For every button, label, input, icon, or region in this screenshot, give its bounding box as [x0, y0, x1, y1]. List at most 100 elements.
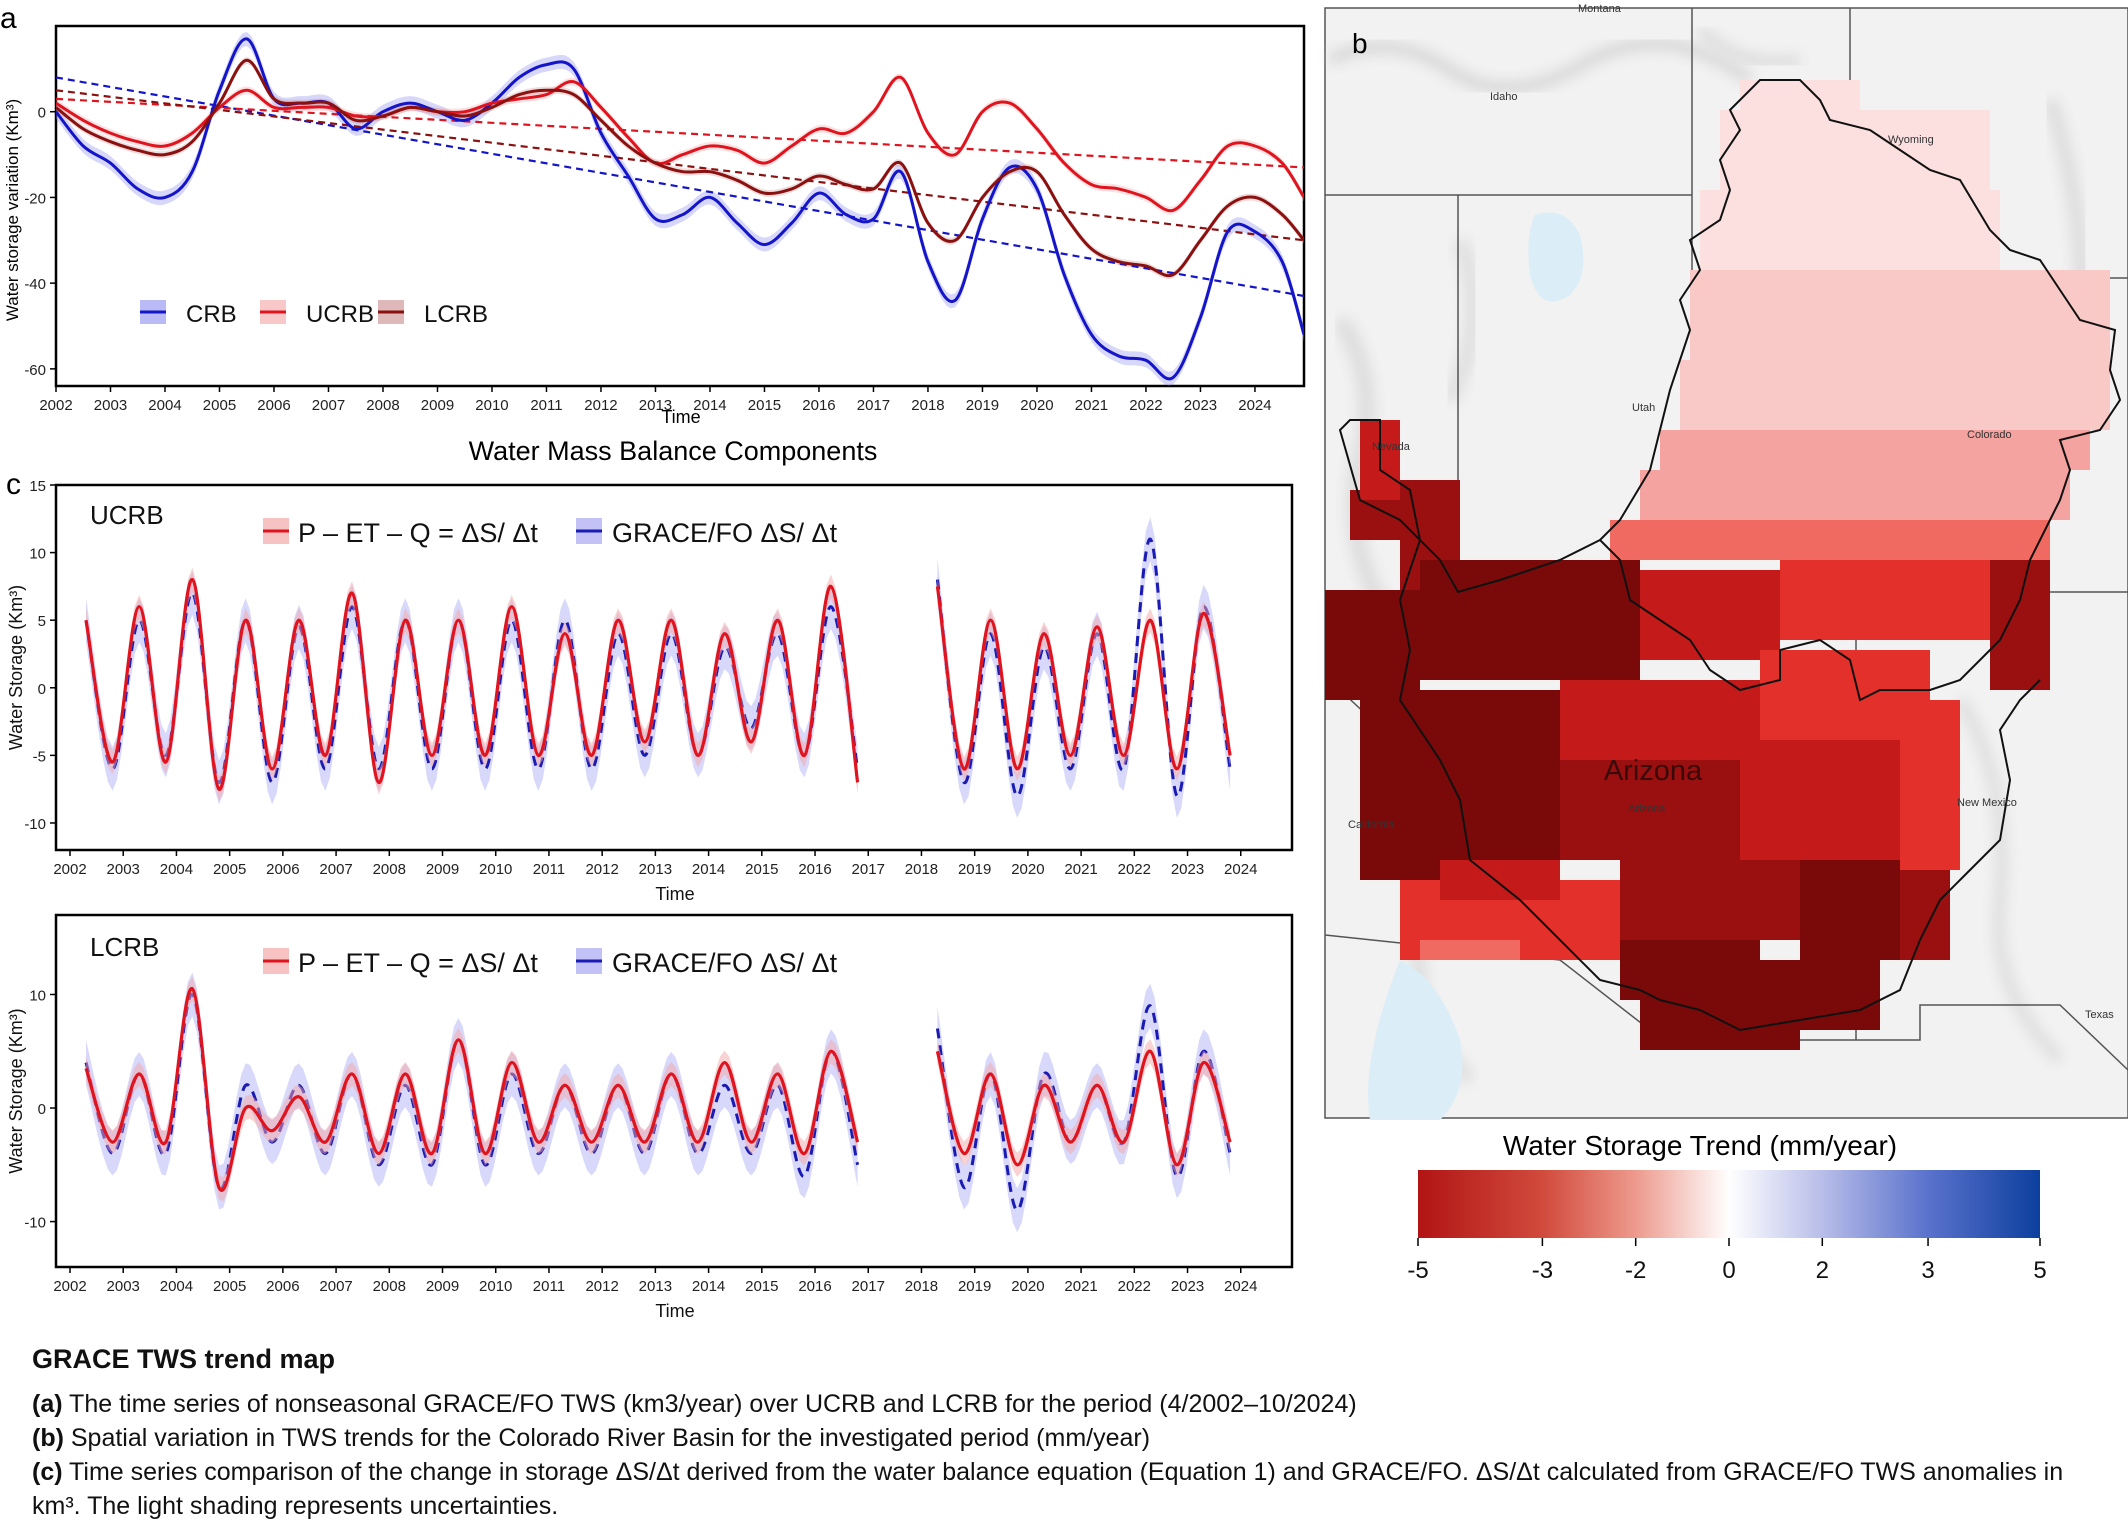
heatmap-cell [1900, 700, 1960, 870]
xtick-label: 2002 [53, 861, 86, 878]
xtick-label: 2005 [203, 397, 236, 414]
basin-outline-lower [1338, 419, 2041, 1032]
xtick-label: 2007 [319, 861, 352, 878]
caption-text-a: The time series of nonseasonal GRACE/FO … [62, 1390, 1357, 1418]
series-line-water-balance [935, 1049, 1232, 1167]
ytick-label: 15 [29, 478, 46, 495]
series-line-water-balance [84, 577, 860, 791]
caption-line-b: (b) Spatial variation in TWS trends for … [32, 1421, 2092, 1455]
series-line-lcrb [56, 58, 1304, 278]
panel-c: c 2002 2003 2004 2005 2006 2007 2008 2009 2010 20… [6, 468, 1294, 1321]
xtick-label: 2003 [94, 397, 127, 414]
ytick-label: 10 [29, 546, 46, 563]
xtick-label: 2005 [213, 861, 246, 878]
band-ucrb [56, 73, 1304, 215]
xtick-label: 2023 [1171, 861, 1204, 878]
xtick-label: 2005 [213, 1278, 246, 1295]
xtick-label: 2016 [798, 861, 831, 878]
heatmap-cell [1660, 430, 2090, 470]
heatmap-cell [1640, 570, 1780, 660]
xtick-label: 2022 [1129, 397, 1162, 414]
caption-text-b: Spatial variation in TWS trends for the … [63, 1424, 1151, 1452]
label-colorado: Colorado [1967, 429, 2012, 441]
panel-a-ylabel: Water storage variation (Km³) [3, 99, 22, 321]
xtick-label: 2004 [160, 861, 193, 878]
xtick-label: 2015 [748, 397, 781, 414]
legend-label-ucrb: UCRB [306, 301, 374, 328]
xtick-label: 2020 [1011, 1278, 1044, 1295]
xtick-label: 2024 [1238, 397, 1271, 414]
heatmap-cell [1610, 520, 2050, 560]
caption-tag-a: (a) [32, 1390, 63, 1418]
xtick-label: 2018 [905, 1278, 938, 1295]
label-arizona-small: Arizona [1628, 803, 1666, 815]
caption-text-c: Time series comparison of the change in … [32, 1458, 2064, 1520]
xtick-label: 2010 [479, 1278, 512, 1295]
xtick-label: 2012 [585, 1278, 618, 1295]
panel-a-xlabel: Time [661, 407, 700, 427]
xtick-label: 2017 [857, 397, 890, 414]
heatmap-cell [1620, 860, 1800, 940]
panel-a-letter: a [0, 2, 17, 35]
ytick-label: 0 [38, 105, 46, 122]
colorbar-tick-label: -3 [1532, 1257, 1553, 1284]
xtick-label: 2006 [257, 397, 290, 414]
xtick-label: 2002 [53, 1278, 86, 1295]
heatmap-cell [1560, 680, 1760, 760]
label-wyoming: Wyoming [1888, 134, 1934, 146]
heatmap-cell [1990, 560, 2050, 690]
xtick-label: 2017 [852, 861, 885, 878]
colorbar-tick-label: 3 [1921, 1257, 1934, 1284]
heatmap-cell [1780, 560, 2010, 640]
label-utah: Utah [1632, 402, 1655, 414]
heatmap-cell [1640, 470, 2070, 520]
legend-label-water-balance: P – ET – Q = ΔS/ Δt [298, 518, 538, 548]
ytick-label: -5 [33, 748, 46, 765]
heatmap-cell [1800, 860, 1900, 960]
xlabel: Time [655, 1301, 694, 1321]
heatmap-cell [1420, 940, 1520, 960]
xtick-label: 2019 [966, 397, 999, 414]
panel-a-plot [56, 31, 1304, 386]
great-salt-lake [1528, 212, 1584, 302]
colorbar-ticks: -5 -3 -2 0 2 3 5 [1407, 1238, 2047, 1284]
xtick-label: 2009 [421, 397, 454, 414]
panel-c-ucrb-plot [84, 517, 1232, 818]
caption-title: GRACE TWS trend map [32, 1344, 336, 1374]
ytick-label: -10 [24, 816, 46, 833]
basin-outline [1598, 79, 2122, 702]
caption-line-c: (c) Time series comparison of the change… [32, 1455, 2092, 1523]
caption-line-a: (a) The time series of nonseasonal GRACE… [32, 1387, 2092, 1421]
heatmap-cell [1325, 590, 1420, 700]
series-line-water-balance [935, 586, 1232, 771]
ytick-label: -10 [24, 1215, 46, 1232]
panel-c-letter: c [6, 468, 21, 501]
xtick-label: 2021 [1064, 861, 1097, 878]
panel-a-legend: CRB UCRB LCRB [140, 300, 488, 328]
heatmap-cell [1900, 870, 1950, 960]
xtick-label: 2007 [319, 1278, 352, 1295]
ytick-label: 5 [38, 613, 46, 630]
xtick-label: 2004 [160, 1278, 193, 1295]
heatmap-cell [1560, 760, 1740, 860]
xtick-label: 2003 [107, 1278, 140, 1295]
xtick-label: 2017 [852, 1278, 885, 1295]
colorbar-tick-label: 2 [1816, 1257, 1829, 1284]
xtick-label: 2011 [533, 1278, 565, 1295]
xtick-label: 2014 [693, 397, 726, 414]
xlabel: Time [655, 884, 694, 904]
label-california: California [1348, 819, 1395, 831]
xtick-label: 2019 [958, 1278, 991, 1295]
band-lcrb [56, 56, 1304, 280]
heatmap-cell [1440, 860, 1560, 900]
xtick-label: 2018 [911, 397, 944, 414]
series-line-ucrb [56, 75, 1304, 213]
heatmap-cell [1620, 940, 1760, 1000]
panel-a-subtitle: Water Mass Balance Components [469, 436, 878, 466]
panel-b: Montana Idaho Wyoming Utah Colorado Neva… [1324, 3, 2128, 1284]
xtick-label: 2020 [1011, 861, 1044, 878]
ytick-label: -20 [24, 190, 46, 207]
xtick-label: 2014 [692, 861, 725, 878]
heatmap-cell [1420, 560, 1640, 680]
xtick-label: 2020 [1020, 397, 1053, 414]
